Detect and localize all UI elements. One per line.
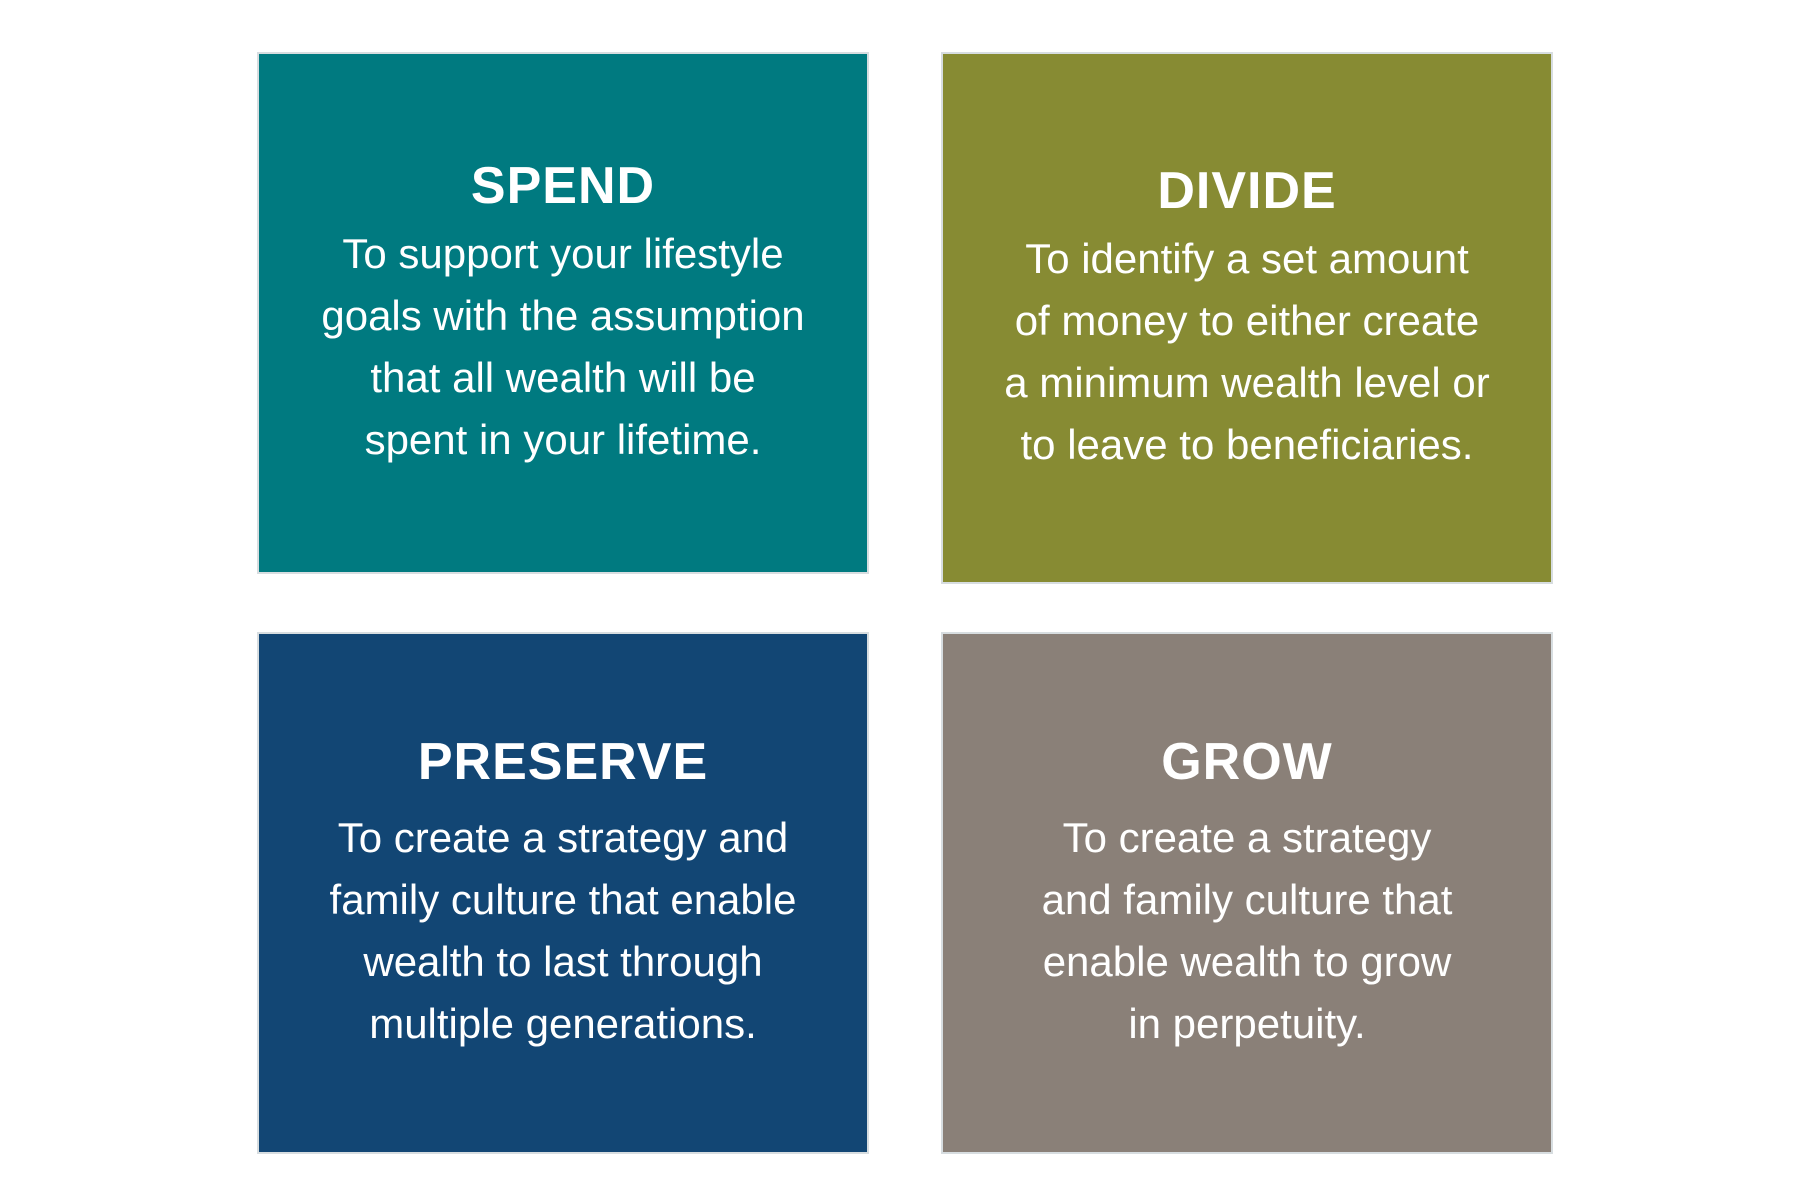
preserve-card: PRESERVE To create a strategy and family… (257, 632, 869, 1154)
divide-card: DIVIDE To identify a set amount of money… (941, 52, 1553, 584)
divide-title: DIVIDE (1157, 162, 1337, 220)
preserve-description: To create a strategy and family culture … (329, 814, 797, 1047)
divide-description: To identify a set amount of money to eit… (1004, 235, 1490, 468)
grow-card: GROW To create a strategy and family cul… (941, 632, 1553, 1154)
spend-title: SPEND (470, 157, 656, 215)
grow-description: To create a strategy and family culture … (1041, 814, 1453, 1047)
preserve-title: PRESERVE (417, 733, 709, 791)
spend-card: SPEND To support your lifestyle goals wi… (257, 52, 869, 574)
grow-title: GROW (1161, 733, 1333, 791)
spend-description: To support your lifestyle goals with the… (321, 230, 805, 463)
